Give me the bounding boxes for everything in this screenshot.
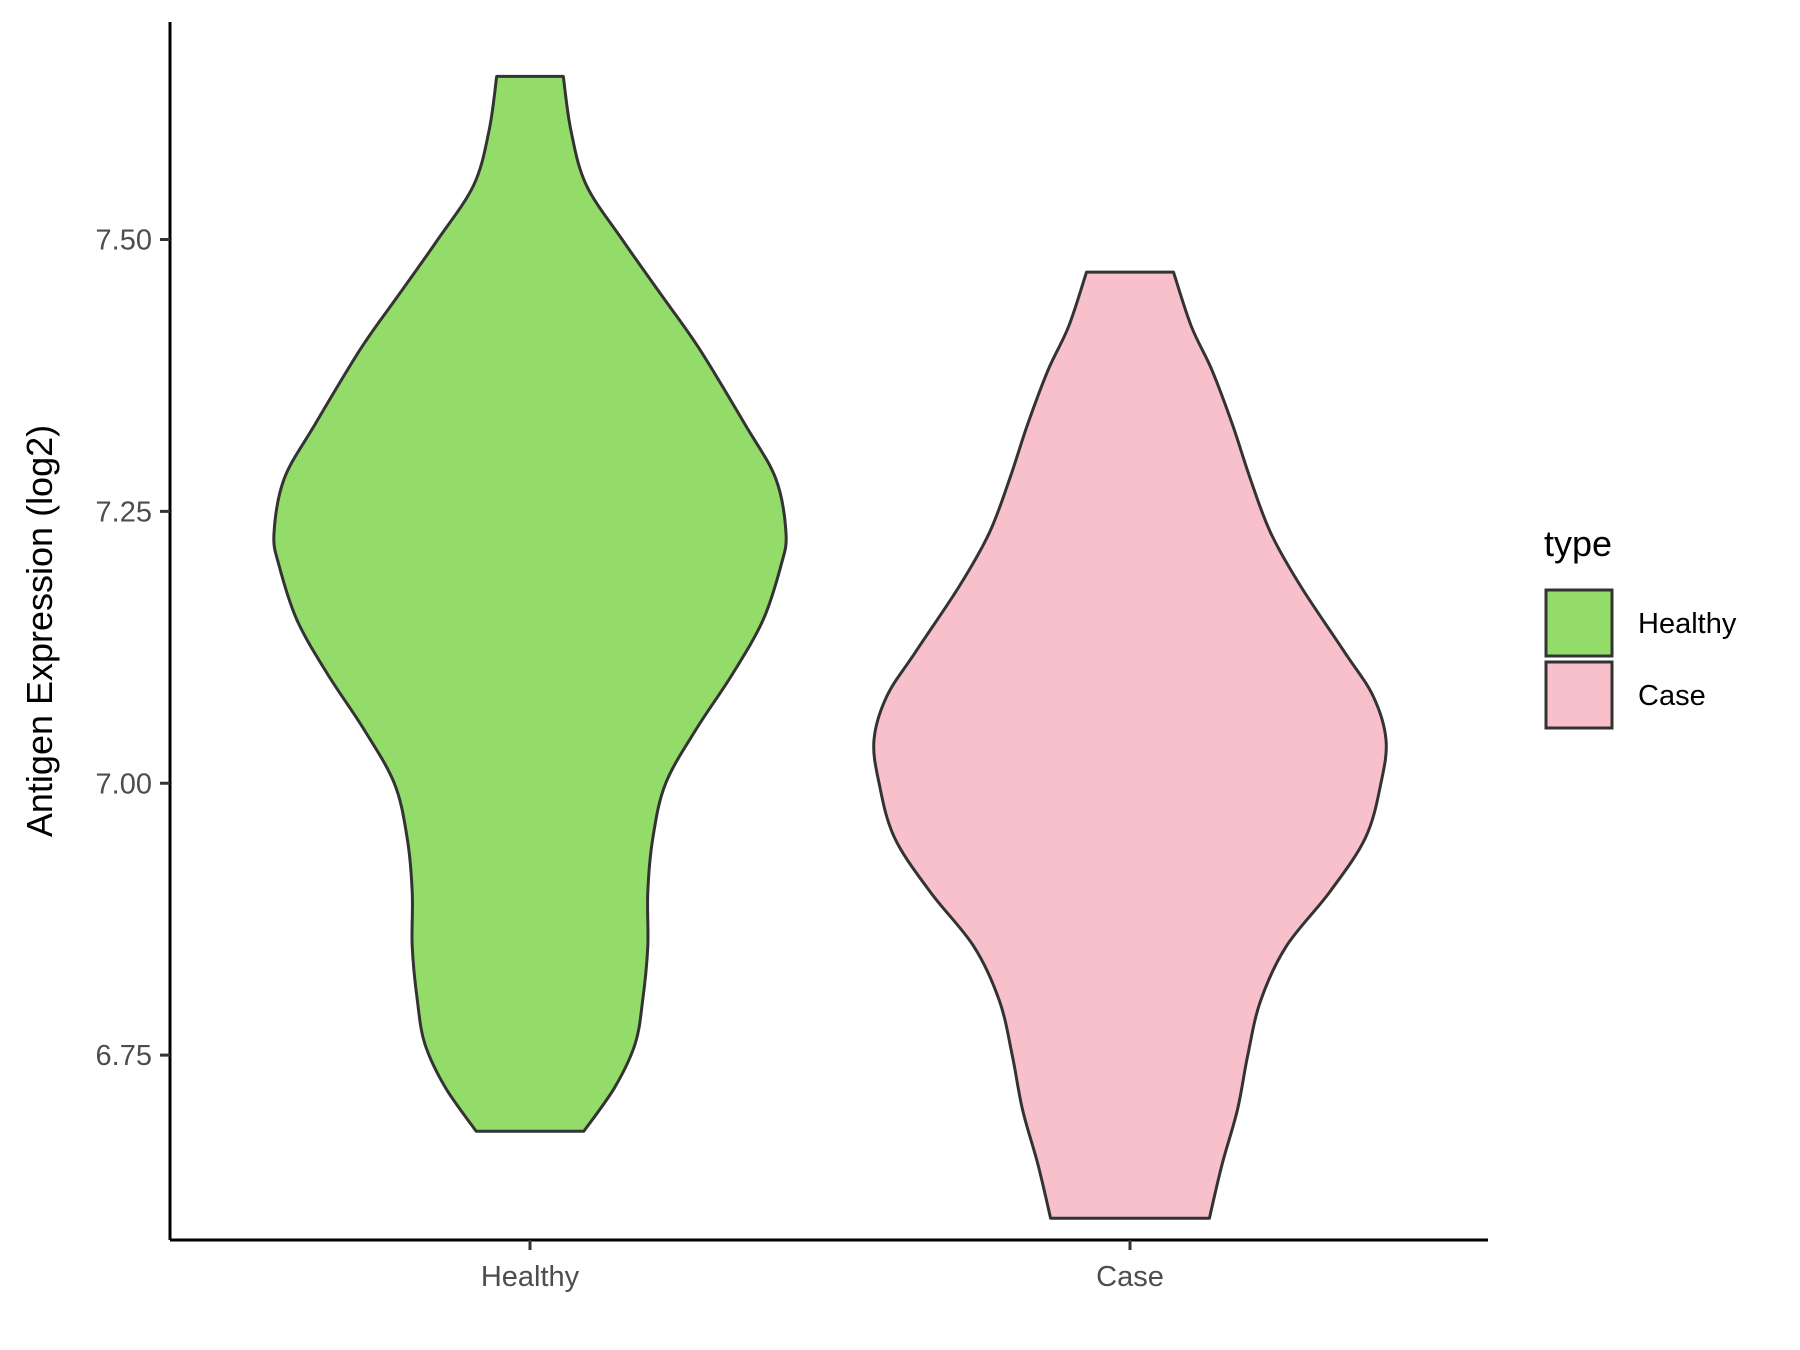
legend-entries: Healthy Case	[1544, 588, 1737, 730]
violin-healthy	[272, 74, 788, 1133]
violin-case	[872, 270, 1388, 1220]
legend-label: Case	[1638, 680, 1706, 712]
x-tick-label: Case	[1096, 1261, 1164, 1293]
legend-swatch	[1544, 588, 1614, 658]
legend: type Healthy Case	[1544, 523, 1737, 730]
x-axis-ticks: Healthy Case	[481, 1240, 1164, 1293]
y-tick-label: 7.50	[96, 225, 152, 257]
y-tick-label: 7.00	[96, 768, 152, 800]
legend-title: type	[1544, 523, 1612, 564]
legend-swatch	[1544, 660, 1614, 730]
violin-layer	[272, 74, 1388, 1220]
y-tick-label: 6.75	[96, 1040, 152, 1072]
y-tick-label: 7.25	[96, 496, 152, 528]
x-tick-label: Healthy	[481, 1261, 580, 1293]
legend-label: Healthy	[1638, 608, 1737, 640]
y-axis-title: Antigen Expression (log2)	[19, 425, 60, 837]
y-axis-ticks: 6.75 7.00 7.25 7.50	[96, 225, 170, 1072]
